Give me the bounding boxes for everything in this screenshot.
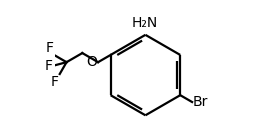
Text: F: F (51, 75, 58, 89)
Text: H₂N: H₂N (132, 16, 158, 30)
Text: F: F (46, 41, 53, 55)
Text: O: O (86, 55, 97, 69)
Text: Br: Br (193, 95, 208, 109)
Text: F: F (44, 59, 52, 73)
